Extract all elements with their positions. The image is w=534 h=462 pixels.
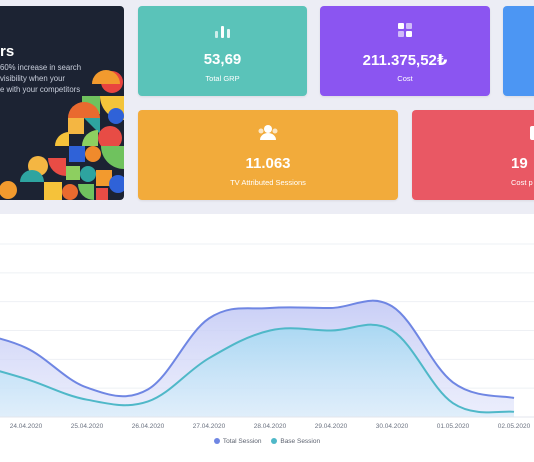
legend-dot	[271, 438, 278, 444]
blocks-icon	[397, 22, 413, 43]
series-area-base-session	[0, 324, 514, 417]
chart-legend: Total Session Base Session	[0, 438, 534, 445]
cost-per-label: Cost p	[511, 178, 533, 187]
x-tick-label: 26.04.2020	[132, 423, 165, 430]
cost-label: Cost	[397, 74, 413, 83]
x-tick-label: 30.04.2020	[376, 423, 409, 430]
legend-item-total-session[interactable]: Total Session	[213, 438, 262, 445]
tv-sessions-label: TV Attributed Sessions	[230, 178, 306, 187]
total-grp-card: 53,69 Total GRP	[138, 6, 307, 96]
session-chart-panel: 24.04.2020 25.04.2020 26.04.2020 27.04.2020…	[0, 214, 534, 462]
x-tick-label: 29.04.2020	[315, 423, 348, 430]
promo-line: e with your competitors	[0, 85, 81, 94]
card-icon	[530, 124, 534, 145]
legend-dot	[213, 438, 220, 444]
users-icon	[257, 124, 279, 145]
x-tick-label: 24.04.2020	[10, 423, 43, 430]
cost-value: 211.375,52₺	[362, 52, 448, 69]
tv-sessions-value: 11.063	[245, 155, 291, 172]
promo-description: 60% increase in search visibility when y…	[0, 62, 88, 95]
legend-label: Total Session	[222, 438, 262, 445]
x-tick-label: 27.04.2020	[193, 423, 226, 430]
x-tick-label: 25.04.2020	[71, 423, 104, 430]
legend-label: Base Session	[280, 438, 321, 445]
bar-chart-icon	[214, 24, 232, 43]
promo-banner: rs 60% increase in search visibility whe…	[0, 6, 124, 200]
x-tick-label: 28.04.2020	[254, 423, 287, 430]
promo-heading: rs	[0, 43, 15, 60]
x-tick-label: 01.05.2020	[437, 423, 470, 430]
session-area-chart: 24.04.2020 25.04.2020 26.04.2020 27.04.2020…	[0, 243, 534, 430]
promo-line: 60% increase in search	[0, 63, 82, 72]
legend-item-base-session[interactable]: Base Session	[271, 438, 320, 445]
cost-per-value: 19	[511, 155, 528, 172]
cost-card: 211.375,52₺ Cost	[320, 6, 490, 96]
cost-per-card: 19 Cost p	[412, 110, 534, 200]
promo-line: visibility when your	[0, 74, 65, 83]
total-grp-label: Total GRP	[205, 74, 240, 83]
total-grp-value: 53,69	[203, 51, 242, 68]
series-line-total-session[interactable]	[0, 299, 515, 399]
series-line-base-session[interactable]	[0, 323, 515, 414]
blue-stat-card	[503, 6, 534, 96]
x-tick-label: 02.05.2020	[498, 423, 531, 430]
geometric-illustration	[0, 70, 124, 200]
tv-sessions-card: 11.063 TV Attributed Sessions	[138, 110, 398, 200]
